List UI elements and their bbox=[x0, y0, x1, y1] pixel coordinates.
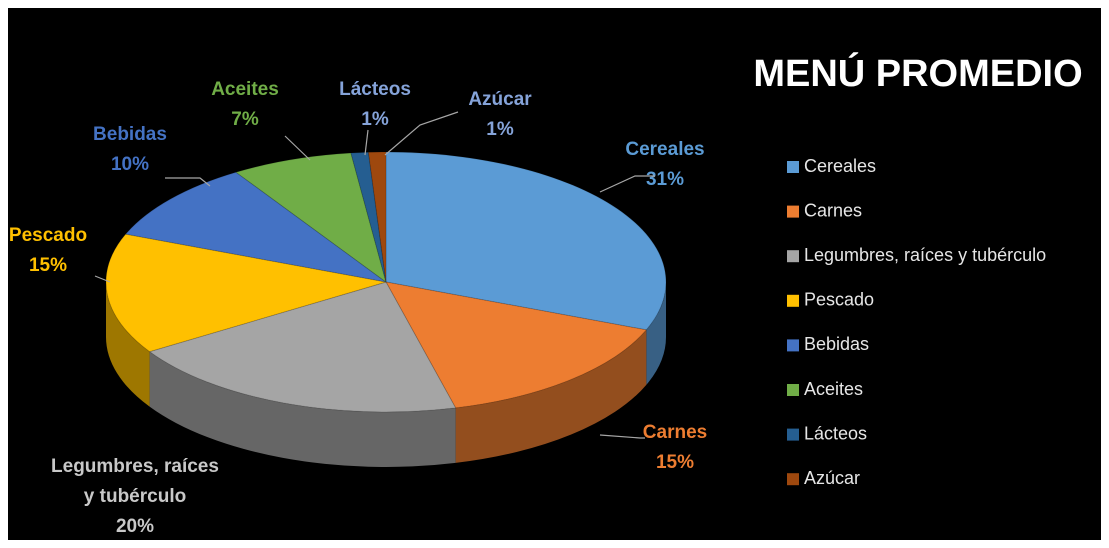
slice bbox=[350, 151, 387, 283]
legend-label: Pescado bbox=[804, 290, 874, 310]
data-label-category: Carnes bbox=[643, 422, 707, 443]
legend-swatch bbox=[787, 428, 799, 441]
slice-side bbox=[455, 329, 647, 463]
legend-label: Legumbres, raíces y tubérculo bbox=[804, 245, 1046, 265]
legend-label: Cereales bbox=[804, 156, 876, 176]
data-label-value: 7% bbox=[231, 109, 259, 130]
data-label-value: 1% bbox=[486, 119, 514, 140]
legend-swatch bbox=[787, 161, 799, 173]
slice bbox=[385, 281, 648, 409]
slice-side bbox=[149, 351, 456, 467]
slice bbox=[385, 151, 667, 331]
legend-swatch bbox=[787, 294, 799, 307]
leader-line bbox=[599, 175, 655, 193]
data-label-category: Bebidas bbox=[93, 124, 167, 145]
label-line: Legumbres, raíces bbox=[51, 456, 219, 477]
legend-label: Azúcar bbox=[804, 468, 860, 488]
legend-swatch bbox=[787, 384, 799, 396]
legend-label: Bebidas bbox=[804, 334, 869, 354]
data-label-category: Azúcar bbox=[468, 89, 532, 110]
legend-swatch bbox=[787, 473, 799, 486]
data-label-category: Cereales bbox=[625, 139, 704, 160]
slice bbox=[105, 233, 387, 353]
slice bbox=[148, 281, 457, 413]
data-label-value: 31% bbox=[646, 169, 684, 190]
legend-label: Aceites bbox=[804, 379, 863, 399]
slice bbox=[367, 151, 387, 283]
legend-label: Lácteos bbox=[804, 423, 867, 443]
data-label-value: 15% bbox=[29, 255, 67, 276]
slice-side bbox=[106, 282, 150, 407]
legend-swatch bbox=[787, 205, 799, 218]
data-label-value: 20% bbox=[116, 516, 154, 537]
leader-line bbox=[599, 434, 645, 439]
slice bbox=[234, 152, 387, 284]
data-label-category: Legumbres, raíces y tubérculo bbox=[51, 456, 219, 507]
data-label-value: 1% bbox=[361, 109, 389, 130]
legend-swatch bbox=[787, 250, 799, 263]
leader-line bbox=[384, 111, 459, 156]
data-label-category: Lácteos bbox=[339, 79, 411, 100]
leader-line bbox=[284, 135, 311, 161]
leader-line bbox=[94, 275, 111, 283]
data-label-category: Aceites bbox=[211, 79, 279, 100]
chart-title: MENÚ PROMEDIO bbox=[753, 51, 1082, 95]
label-line: y tubérculo bbox=[84, 486, 186, 507]
data-label-value: 10% bbox=[111, 154, 149, 175]
slice-side bbox=[646, 282, 666, 385]
leader-line bbox=[364, 129, 369, 156]
data-label-value: 15% bbox=[656, 452, 694, 473]
slice bbox=[124, 171, 387, 283]
leader-line bbox=[165, 177, 211, 187]
legend-label: Carnes bbox=[804, 200, 862, 220]
legend-swatch bbox=[787, 339, 799, 352]
data-label-category: Pescado bbox=[9, 225, 87, 246]
